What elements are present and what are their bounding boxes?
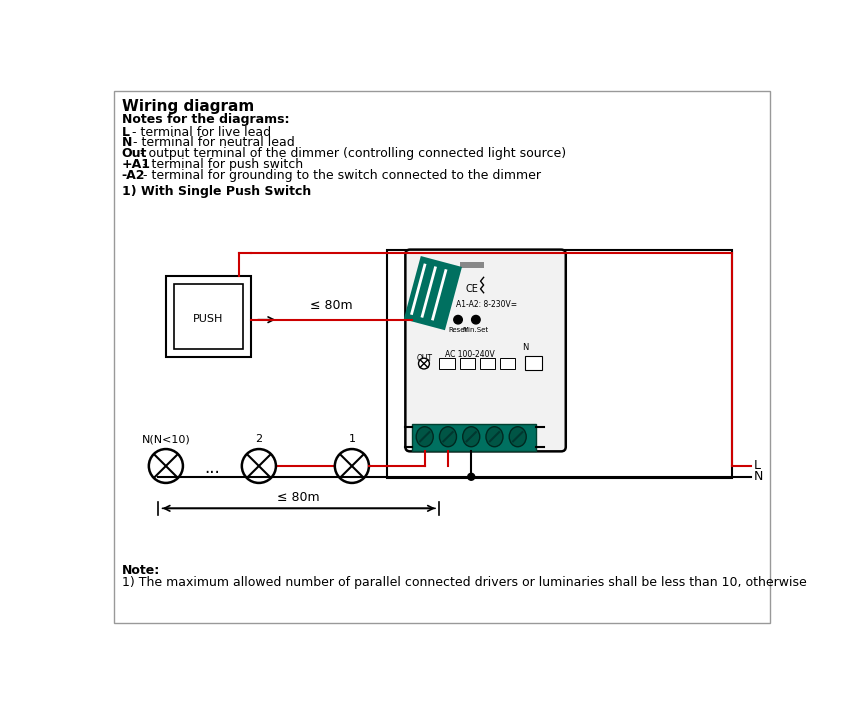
Bar [480, 358, 495, 369]
Circle shape [471, 315, 480, 324]
Text: N: N [522, 343, 528, 352]
Ellipse shape [416, 427, 433, 447]
Text: Wiring diagram: Wiring diagram [121, 99, 254, 114]
Circle shape [242, 449, 276, 483]
Text: ...: ... [204, 460, 220, 477]
Text: PUSH: PUSH [193, 314, 223, 324]
Text: CE: CE [465, 284, 478, 293]
Bar [173, 284, 243, 349]
Text: Notes for the diagrams:: Notes for the diagrams: [121, 112, 288, 126]
Text: ≤ 80m: ≤ 80m [309, 299, 352, 312]
Circle shape [453, 315, 461, 324]
Text: ≤ 80m: ≤ 80m [276, 491, 319, 503]
Text: L: L [465, 359, 469, 368]
Ellipse shape [486, 427, 503, 447]
Ellipse shape [509, 427, 525, 447]
Bar [403, 256, 461, 330]
Text: N: N [121, 136, 132, 149]
Text: L: L [530, 358, 535, 368]
Text: N(N<10): N(N<10) [141, 434, 190, 445]
Bar [460, 262, 483, 268]
Text: OUT: OUT [416, 354, 431, 363]
Bar [459, 358, 474, 369]
Circle shape [149, 449, 183, 483]
Text: Min.Set: Min.Set [462, 327, 488, 332]
Bar [412, 423, 536, 450]
Bar [165, 276, 251, 356]
Circle shape [418, 358, 429, 369]
Text: - terminal for grounding to the switch connected to the dimmer: - terminal for grounding to the switch c… [139, 169, 540, 182]
Text: - terminal for neutral lead: - terminal for neutral lead [128, 136, 294, 149]
Text: - output terminal of the dimmer (controlling connected light source): - output terminal of the dimmer (control… [136, 147, 566, 160]
Text: Note:: Note: [121, 563, 160, 577]
Text: L: L [121, 126, 129, 139]
Text: N: N [484, 359, 490, 368]
Bar [387, 250, 731, 477]
Ellipse shape [439, 427, 456, 447]
Text: - terminal for live lead: - terminal for live lead [127, 126, 270, 139]
Bar [439, 358, 455, 369]
Text: Out: Out [121, 147, 147, 160]
Text: +A1: +A1 [121, 158, 151, 171]
Text: 1) With Single Push Switch: 1) With Single Push Switch [121, 185, 311, 198]
Text: 2: 2 [255, 434, 262, 445]
Text: L: L [444, 359, 449, 368]
Text: A1-A2: 8-230V=: A1-A2: 8-230V= [456, 300, 517, 310]
Text: L: L [753, 459, 759, 472]
Bar [499, 358, 515, 369]
FancyBboxPatch shape [405, 250, 565, 451]
Text: AC 100-240V: AC 100-240V [444, 351, 494, 359]
Text: -A2: -A2 [121, 169, 145, 182]
Text: - terminal for push switch: - terminal for push switch [139, 158, 302, 171]
Circle shape [468, 473, 474, 480]
Circle shape [334, 449, 369, 483]
Ellipse shape [462, 427, 480, 447]
Bar [524, 356, 541, 370]
Text: N: N [753, 469, 762, 482]
Text: 1: 1 [348, 434, 355, 445]
Text: 1) The maximum allowed number of parallel connected drivers or luminaries shall : 1) The maximum allowed number of paralle… [121, 576, 806, 589]
Text: Reset: Reset [448, 327, 468, 332]
Text: N: N [505, 359, 510, 368]
